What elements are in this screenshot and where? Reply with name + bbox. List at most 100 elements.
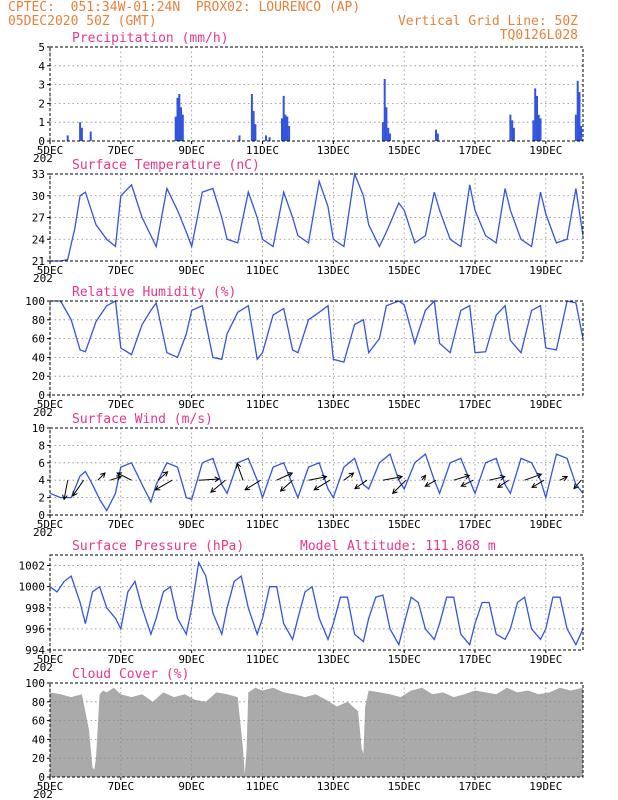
temp-ytick-label: 30 [32,190,45,203]
rh-xtick-label: 13DEC [317,398,350,411]
precip-bar [509,114,512,141]
precip-bar [286,116,289,141]
wind-xtick-label: 11DEC [246,518,279,531]
wind-vector-head [496,482,503,488]
temp-title: Surface Temperature (nC) [72,158,260,173]
wind-vector [424,479,437,487]
cloud-ytick-label: 100 [25,677,45,690]
header-grid-note: Vertical Grid Line: 50Z [397,14,578,29]
cloud-ytick-label: 60 [32,715,45,728]
wind-ytick-label: 0 [38,509,45,522]
precip-bar [282,95,285,141]
wind-line [49,453,584,512]
rh-xtick-label: 17DEC [458,398,491,411]
precip-title: Precipitation (mm/h) [72,31,229,46]
precip-bar [176,97,179,141]
precip-bar [574,114,577,141]
rh-ytick-label: 40 [32,351,45,364]
wind-vector [453,474,470,481]
precip-bar [385,107,388,141]
pres-xtick-label: 17DEC [458,653,491,666]
precip-bar [387,127,390,141]
temp-ytick-label: 21 [32,255,45,268]
precip-bar [79,122,82,141]
cloud-ytick-label: 80 [32,696,45,709]
precip-xtick-label: 15DEC [388,144,421,157]
wind-vector-head [348,472,355,478]
wind-vector [497,479,509,488]
precip-bar [66,135,69,141]
cloud-xtick-label: 17DEC [458,780,491,793]
pres-xtick-label: 19DEC [529,653,562,666]
wind-vector-head [100,472,106,478]
wind-vector-head [287,472,294,478]
wind-vector [489,476,505,481]
wind-xtick-label: 15DEC [388,518,421,531]
cloud-xtick-label: 9DEC [178,780,205,793]
temp-xtick-label: 7DEC [108,264,135,277]
header-model-code: TQ0126L028 [499,28,578,43]
temp-xtick-label: 13DEC [317,264,350,277]
pres-annotation: Model Altitude: 111.868 m [300,539,496,554]
precip-bar [511,120,514,141]
precip-ytick-label: 1 [38,116,45,129]
precip-ytick-label: 3 [38,79,45,92]
rh-ytick-label: 60 [32,333,45,346]
precip-ytick-label: 0 [38,135,45,148]
wind-vector [308,476,327,481]
pres-frame [49,554,584,651]
wind-vector [392,479,407,494]
precip-bar [532,120,535,141]
wind-vector [343,472,354,481]
precip-panel: 0 1 2 3 4 5 5DEC 7DEC 9DEC 11DEC 13DEC 15DEC 17DEC 19… [33,31,584,165]
precip-bar [268,137,271,141]
cloud-ytick-label: 0 [38,771,45,784]
wind-frame [49,427,584,516]
wind-vector [210,479,226,493]
wind-vector-head [244,485,251,491]
rh-ytick-label: 80 [32,314,45,327]
wind-vector [97,472,106,481]
wind-vector-head [499,474,506,481]
wind-vector-head [115,475,122,481]
precip-bar [174,116,177,141]
precip-bar [539,118,542,141]
precip-bar [578,92,581,141]
precip-bar [580,126,583,141]
precip-xtick-label: 17DEC [458,144,491,157]
wind-vector [460,479,474,487]
wind-vector-head [536,472,543,479]
pres-line [49,560,584,647]
temp-xtick-label: 5DEC [37,264,64,277]
cloud-xtick-label: 15DEC [388,780,421,793]
wind-vector-head [72,490,78,497]
precip-bar [265,135,267,141]
wind-vector-head [562,475,569,481]
wind-vector [110,476,122,481]
rh-ytick-label: 20 [32,370,45,383]
precip-bar [576,80,579,141]
cloud-xtick-label: 7DEC [108,780,135,793]
rh-line [50,299,584,363]
temp-ytick-label: 27 [32,212,45,225]
pres-xtick-label: 9DEC [178,653,205,666]
wind-vector-head [397,474,404,481]
precip-xtick-label: 7DEC [108,144,135,157]
pres-xtick-label: 7DEC [108,653,135,666]
cloud-xtick-label: 5DEC [37,780,64,793]
wind-vector-head [354,483,360,490]
pres-year-fragment: 202 [33,661,53,674]
rh-xtick-label: 7DEC [108,398,135,411]
precip-bar [250,94,253,141]
cloud-title: Cloud Cover (%) [72,667,189,682]
rh-ytick-label: 0 [38,389,45,402]
wind-xtick-label: 7DEC [108,518,135,531]
rh-ytick-label: 100 [25,295,45,308]
rh-title: Relative Humidity (%) [72,285,236,300]
wind-vector-head [214,476,221,483]
wind-vector [155,479,173,491]
pres-ytick-label: 994 [25,644,45,657]
wind-vector [198,478,220,481]
precip-bar [381,122,384,141]
precip-bar [512,127,515,141]
